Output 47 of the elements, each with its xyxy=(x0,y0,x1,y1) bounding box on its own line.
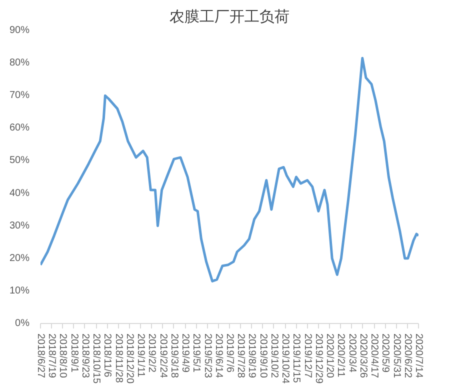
x-tick-label: 2019/2/24 xyxy=(157,334,168,378)
x-tick-label: 2019/12/29 xyxy=(312,334,324,384)
x-tick-label: 2020/7/14 xyxy=(413,334,424,378)
x-tick-label: 2020/4/17 xyxy=(368,334,380,378)
x-tick-label: 2020/3/4 xyxy=(346,334,358,373)
y-tick-label: 90% xyxy=(9,25,30,36)
y-tick-label: 50% xyxy=(9,155,30,166)
y-tick-label: 70% xyxy=(9,90,30,102)
x-tick-label: 2019/8/19 xyxy=(246,334,258,378)
x-tick-label: 2018/11/28 xyxy=(112,334,124,384)
x-tick-label: 2020/2/11 xyxy=(335,334,346,378)
x-tick-label: 2019/7/6 xyxy=(224,334,235,373)
y-tick-label: 20% xyxy=(9,252,30,264)
x-tick-label: 2018/9/23 xyxy=(79,334,90,378)
y-tick-label: 10% xyxy=(9,285,30,296)
x-tick-label: 2019/9/10 xyxy=(257,334,268,378)
x-tick-label: 2020/6/22 xyxy=(402,334,413,378)
x-tick-label: 2018/11/6 xyxy=(102,334,113,378)
x-tick-label: 2018/7/19 xyxy=(46,334,58,378)
y-tick-label: 30% xyxy=(9,220,30,232)
x-tick-label: 2019/6/14 xyxy=(212,334,224,378)
chart-title: 农膜工厂开工负荷 xyxy=(170,8,290,26)
x-tick-label: 2019/1/11 xyxy=(135,334,146,378)
x-tick-label: 2020/3/26 xyxy=(357,334,368,378)
y-tick-label: 0% xyxy=(15,318,30,329)
x-tick-label: 2020/5/31 xyxy=(390,334,402,378)
y-tick-label: 40% xyxy=(9,188,30,199)
x-tick-label: 2019/7/28 xyxy=(235,334,246,378)
x-tick-label: 2018/9/1 xyxy=(68,334,80,373)
y-tick-label: 80% xyxy=(9,58,30,69)
x-tick-label: 2018/12/20 xyxy=(124,334,135,384)
x-tick-label: 2019/4/9 xyxy=(180,334,191,373)
line-series xyxy=(40,56,418,282)
x-tick-label: 2020/5/9 xyxy=(380,334,391,373)
x-tick-label: 2020/1/20 xyxy=(324,334,336,378)
x-tick-label: 2018/8/10 xyxy=(57,334,68,378)
x-tick-label: 2019/10/24 xyxy=(280,334,291,384)
x-tick-label: 2019/12/7 xyxy=(302,334,313,378)
x-tick-label: 2018/6/27 xyxy=(35,334,46,378)
x-tick-label: 2019/5/1 xyxy=(190,334,202,373)
x-tick-label: 2019/11/15 xyxy=(290,334,302,384)
x-tick-label: 2019/5/23 xyxy=(202,334,213,378)
x-tick-label: 2018/10/15 xyxy=(90,334,102,384)
x-tick-label: 2019/3/18 xyxy=(168,334,180,378)
x-tick-label: 2019/10/2 xyxy=(268,334,280,378)
x-tick-label: 2019/2/2 xyxy=(146,334,158,373)
y-tick-label: 60% xyxy=(9,122,30,134)
